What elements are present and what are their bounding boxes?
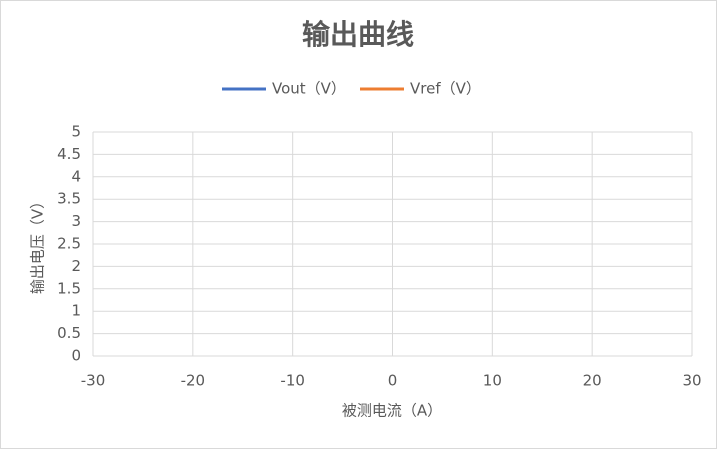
y-tick-label: 4 [71,167,81,185]
x-tick-label: -10 [280,372,305,390]
x-axis-label: 被测电流（A） [342,402,442,420]
legend-label: Vref（V） [410,80,481,98]
y-tick-label: 3 [71,212,81,230]
y-tick-label: 0.5 [57,324,81,342]
x-tick-label: 0 [388,372,398,390]
y-tick-label: 4.5 [57,145,81,163]
y-tick-label: 0 [71,347,81,365]
legend-label: Vout（V） [272,80,346,98]
y-tick-label: 5 [71,123,81,141]
x-tick-label: -30 [81,372,106,390]
y-tick-label: 2.5 [57,235,81,253]
y-axis-label: 输出电压（V） [29,194,47,294]
chart-title: 输出曲线 [302,18,414,51]
y-tick-label: 1.5 [57,279,81,297]
y-tick-label: 2 [71,257,81,275]
x-tick-label: 30 [682,372,701,390]
y-tick-label: 1 [71,302,81,320]
x-tick-label: 20 [583,372,602,390]
x-tick-label: -20 [181,372,206,390]
x-tick-label: 10 [483,372,502,390]
y-tick-label: 3.5 [57,190,81,208]
